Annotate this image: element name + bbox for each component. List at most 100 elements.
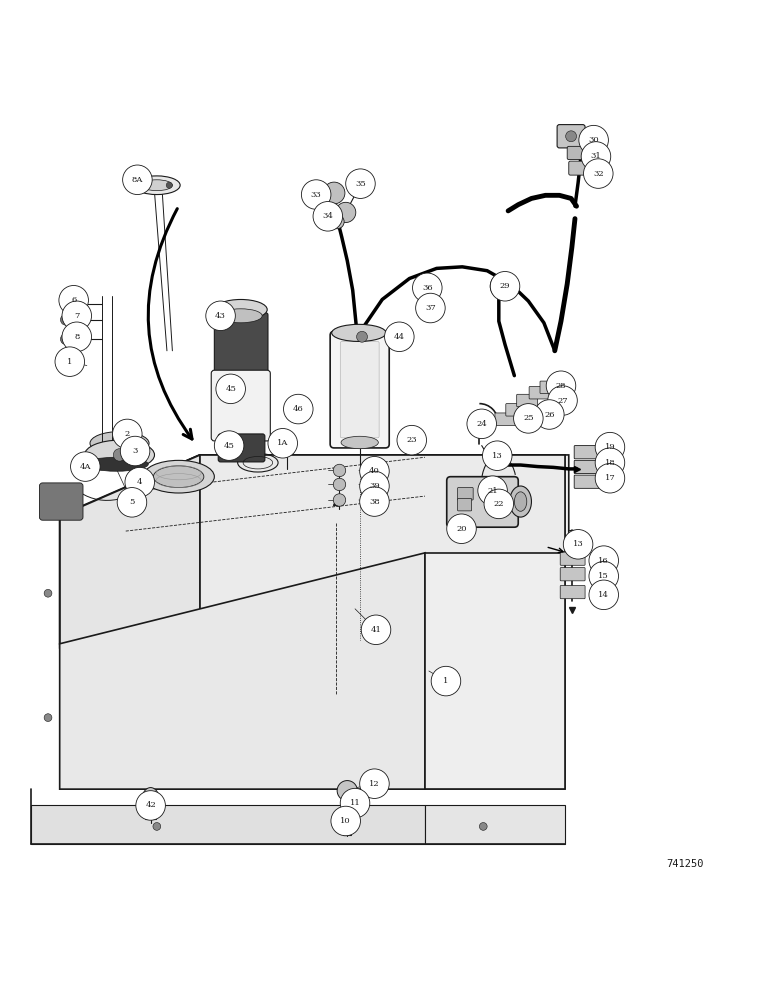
Circle shape	[478, 476, 507, 505]
Circle shape	[404, 432, 420, 448]
Ellipse shape	[141, 180, 172, 191]
Circle shape	[122, 165, 152, 195]
Circle shape	[546, 371, 576, 401]
Text: 35: 35	[355, 180, 366, 188]
Circle shape	[335, 202, 356, 223]
FancyBboxPatch shape	[40, 483, 83, 520]
Circle shape	[447, 514, 477, 544]
Circle shape	[595, 448, 625, 477]
Circle shape	[337, 781, 357, 801]
Circle shape	[55, 347, 84, 376]
Circle shape	[397, 425, 427, 455]
Circle shape	[125, 467, 154, 497]
Circle shape	[431, 666, 461, 696]
Text: 8: 8	[74, 333, 80, 341]
Circle shape	[117, 488, 147, 517]
FancyBboxPatch shape	[560, 585, 585, 599]
FancyArrowPatch shape	[548, 547, 563, 553]
Text: 21: 21	[488, 487, 498, 495]
FancyBboxPatch shape	[447, 477, 518, 527]
Circle shape	[347, 823, 355, 830]
Text: 2: 2	[125, 430, 130, 438]
Circle shape	[44, 714, 52, 722]
Circle shape	[566, 131, 576, 142]
Text: 34: 34	[322, 212, 333, 220]
FancyBboxPatch shape	[495, 413, 516, 425]
Circle shape	[121, 432, 130, 441]
FancyBboxPatch shape	[560, 552, 585, 565]
Circle shape	[215, 431, 244, 460]
Text: 4: 4	[137, 478, 143, 486]
Circle shape	[331, 806, 360, 836]
Text: 13: 13	[492, 452, 502, 460]
Circle shape	[579, 125, 608, 155]
Circle shape	[360, 487, 389, 516]
Ellipse shape	[84, 457, 148, 471]
Text: 37: 37	[425, 304, 436, 312]
Circle shape	[360, 471, 389, 501]
Text: 33: 33	[310, 191, 321, 199]
Circle shape	[113, 449, 126, 461]
Polygon shape	[60, 553, 425, 789]
Circle shape	[61, 314, 71, 325]
Circle shape	[216, 374, 246, 404]
Text: 11: 11	[349, 799, 360, 807]
Text: 30: 30	[588, 136, 599, 144]
Circle shape	[268, 428, 297, 458]
Text: 7: 7	[74, 312, 80, 320]
FancyArrowPatch shape	[148, 209, 192, 439]
Ellipse shape	[84, 440, 154, 470]
Circle shape	[346, 169, 375, 198]
Text: 741250: 741250	[667, 859, 704, 869]
FancyBboxPatch shape	[211, 370, 271, 441]
Polygon shape	[60, 455, 200, 789]
FancyBboxPatch shape	[218, 434, 265, 462]
Circle shape	[513, 404, 543, 433]
Ellipse shape	[332, 324, 386, 341]
Text: 22: 22	[494, 500, 504, 508]
Text: 23: 23	[406, 436, 417, 444]
Circle shape	[416, 293, 445, 323]
Text: 26: 26	[544, 411, 555, 419]
Circle shape	[301, 180, 331, 209]
Polygon shape	[60, 455, 569, 648]
Text: 20: 20	[456, 525, 466, 533]
Ellipse shape	[219, 309, 262, 323]
FancyBboxPatch shape	[574, 460, 601, 474]
Circle shape	[534, 400, 564, 429]
Circle shape	[484, 489, 513, 519]
Text: 29: 29	[500, 282, 510, 290]
Circle shape	[283, 394, 313, 424]
Circle shape	[563, 530, 593, 559]
Circle shape	[480, 823, 488, 830]
Text: 17: 17	[604, 474, 615, 482]
Text: 8A: 8A	[132, 176, 143, 184]
Text: 40: 40	[369, 467, 380, 475]
Circle shape	[340, 788, 370, 818]
FancyBboxPatch shape	[330, 331, 389, 448]
Text: 5: 5	[129, 498, 135, 506]
Text: 3: 3	[133, 447, 138, 455]
Ellipse shape	[215, 299, 268, 320]
Circle shape	[206, 301, 236, 331]
Text: 31: 31	[590, 152, 601, 160]
Text: 45: 45	[224, 442, 235, 450]
Text: 10: 10	[340, 817, 351, 825]
Text: 44: 44	[394, 333, 405, 341]
Ellipse shape	[133, 176, 180, 195]
Ellipse shape	[90, 432, 149, 455]
Polygon shape	[200, 455, 565, 789]
Circle shape	[62, 301, 91, 331]
Circle shape	[70, 452, 100, 481]
Polygon shape	[60, 455, 565, 644]
Circle shape	[548, 386, 577, 415]
Circle shape	[360, 456, 389, 486]
Circle shape	[153, 823, 161, 830]
Text: 43: 43	[215, 312, 226, 320]
Text: 18: 18	[604, 459, 615, 467]
Circle shape	[323, 182, 345, 204]
FancyBboxPatch shape	[540, 381, 561, 394]
FancyBboxPatch shape	[574, 475, 601, 488]
Text: 15: 15	[598, 572, 609, 580]
Ellipse shape	[142, 788, 159, 811]
